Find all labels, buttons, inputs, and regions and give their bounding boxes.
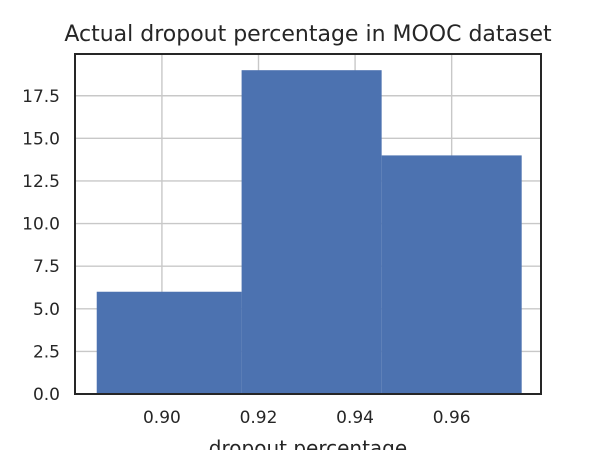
x-axis-label: dropout percentage (209, 436, 407, 450)
histogram-bar-3 (381, 155, 522, 394)
y-tick-label: 5.0 (33, 300, 60, 320)
histogram-bar-2 (241, 70, 382, 394)
x-tick-label: 0.92 (240, 408, 278, 428)
y-tick-label: 12.5 (22, 172, 60, 192)
y-tick-label: 2.5 (33, 342, 60, 362)
y-tick-label: 0.0 (33, 385, 60, 405)
y-tick-labels: 0.0 2.5 5.0 7.5 10.0 12.5 15.0 17.5 (22, 87, 60, 405)
plot-frame (74, 53, 542, 395)
x-tick-label: 0.90 (143, 408, 181, 428)
y-tick-label: 10.0 (22, 215, 60, 235)
x-tick-label: 0.96 (433, 408, 471, 428)
histogram-bars (96, 70, 522, 394)
chart-title: Actual dropout percentage in MOOC datase… (64, 22, 552, 47)
histogram-bar-1 (96, 291, 242, 394)
x-tick-label: 0.94 (336, 408, 374, 428)
y-tick-label: 7.5 (33, 257, 60, 277)
y-tick-label: 15.0 (22, 129, 60, 149)
x-tick-labels: 0.90 0.92 0.94 0.96 (143, 408, 471, 428)
y-tick-label: 17.5 (22, 87, 60, 107)
